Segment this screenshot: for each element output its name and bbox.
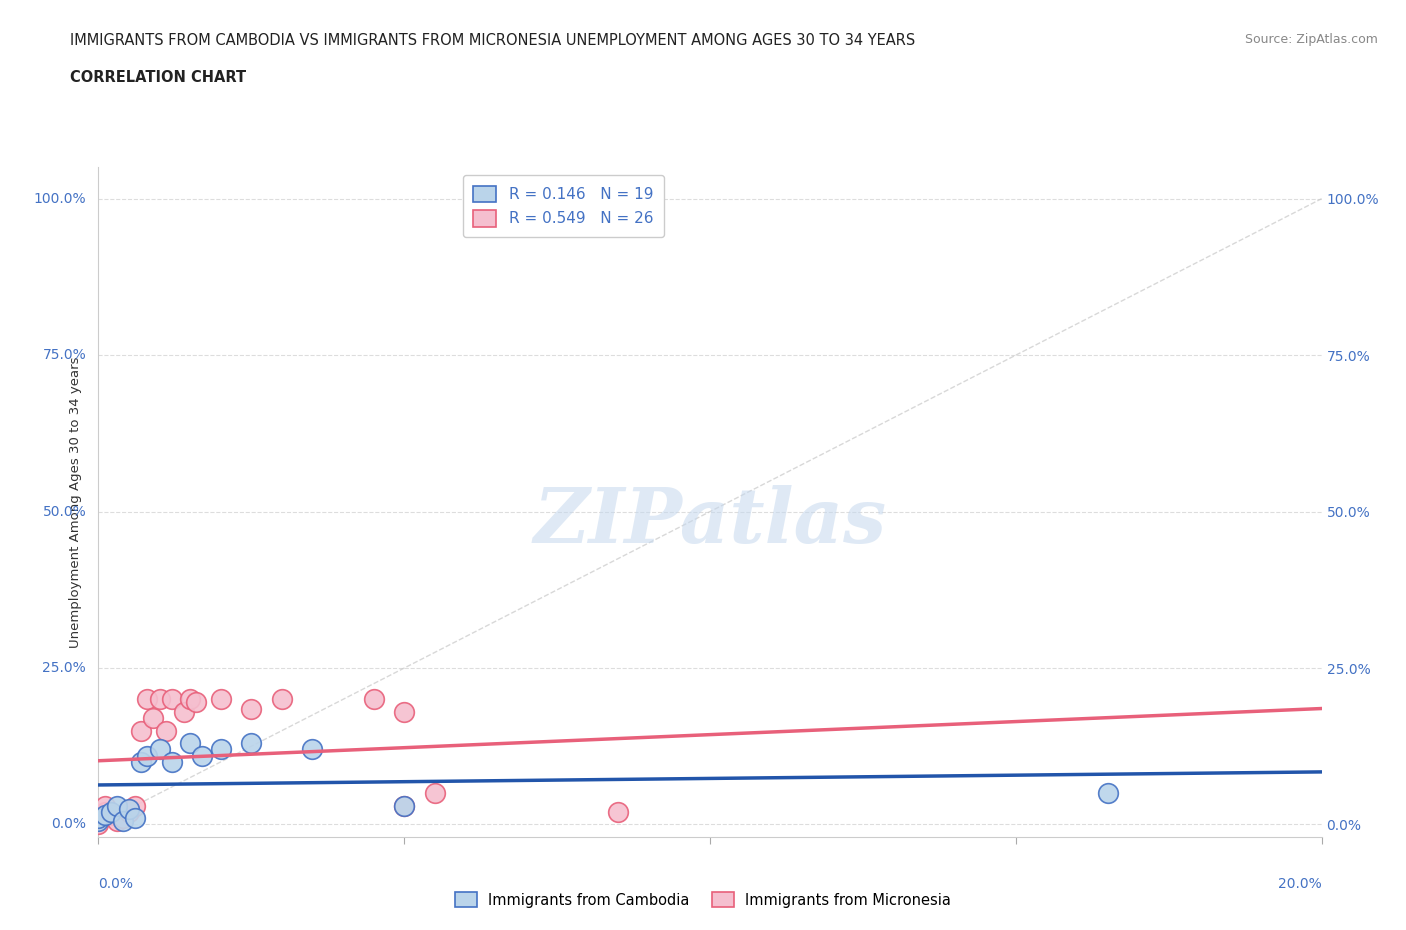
Legend: Immigrants from Cambodia, Immigrants from Micronesia: Immigrants from Cambodia, Immigrants fro… <box>449 886 957 913</box>
Point <box>124 798 146 813</box>
Point <box>155 724 177 738</box>
Text: ZIPatlas: ZIPatlas <box>533 485 887 559</box>
Point <box>129 754 152 769</box>
Point <box>118 804 141 819</box>
Point <box>87 811 110 826</box>
Point <box>136 692 159 707</box>
Point <box>105 798 128 813</box>
Point <box>149 742 172 757</box>
Legend: R = 0.146   N = 19, R = 0.549   N = 26: R = 0.146 N = 19, R = 0.549 N = 26 <box>463 175 664 237</box>
Point <box>392 798 416 813</box>
Point <box>392 704 416 719</box>
Point <box>607 804 630 819</box>
Point <box>129 724 152 738</box>
Point <box>111 811 134 826</box>
Point <box>301 742 323 757</box>
Text: CORRELATION CHART: CORRELATION CHART <box>70 70 246 85</box>
Y-axis label: Unemployment Among Ages 30 to 34 years: Unemployment Among Ages 30 to 34 years <box>69 356 83 648</box>
Text: 0.0%: 0.0% <box>51 817 86 831</box>
Point <box>179 736 201 751</box>
Point <box>209 742 232 757</box>
Point <box>93 807 115 822</box>
Point <box>136 749 159 764</box>
Point <box>240 701 263 716</box>
Point <box>124 811 146 826</box>
Point <box>87 817 110 832</box>
Point <box>87 814 110 829</box>
Text: 0.0%: 0.0% <box>98 877 134 891</box>
Point <box>160 692 183 707</box>
Point <box>423 786 446 801</box>
Text: Source: ZipAtlas.com: Source: ZipAtlas.com <box>1244 33 1378 46</box>
Text: 50.0%: 50.0% <box>42 505 86 519</box>
Point <box>270 692 294 707</box>
Point <box>111 814 134 829</box>
Point <box>93 804 115 819</box>
Point <box>179 692 201 707</box>
Text: 20.0%: 20.0% <box>1278 877 1322 891</box>
Point <box>118 802 141 817</box>
Point <box>392 798 416 813</box>
Point <box>149 692 172 707</box>
Point <box>142 711 165 725</box>
Point <box>363 692 385 707</box>
Point <box>240 736 263 751</box>
Text: 100.0%: 100.0% <box>34 192 86 206</box>
Text: IMMIGRANTS FROM CAMBODIA VS IMMIGRANTS FROM MICRONESIA UNEMPLOYMENT AMONG AGES 3: IMMIGRANTS FROM CAMBODIA VS IMMIGRANTS F… <box>70 33 915 47</box>
Point <box>209 692 232 707</box>
Point <box>87 811 110 826</box>
Text: 75.0%: 75.0% <box>42 348 86 362</box>
Point <box>160 754 183 769</box>
Point <box>186 695 208 710</box>
Point <box>1097 786 1119 801</box>
Point <box>93 798 115 813</box>
Point <box>100 804 122 819</box>
Point <box>191 749 214 764</box>
Point <box>173 704 195 719</box>
Point <box>100 807 122 822</box>
Text: 25.0%: 25.0% <box>42 661 86 675</box>
Point <box>105 814 128 829</box>
